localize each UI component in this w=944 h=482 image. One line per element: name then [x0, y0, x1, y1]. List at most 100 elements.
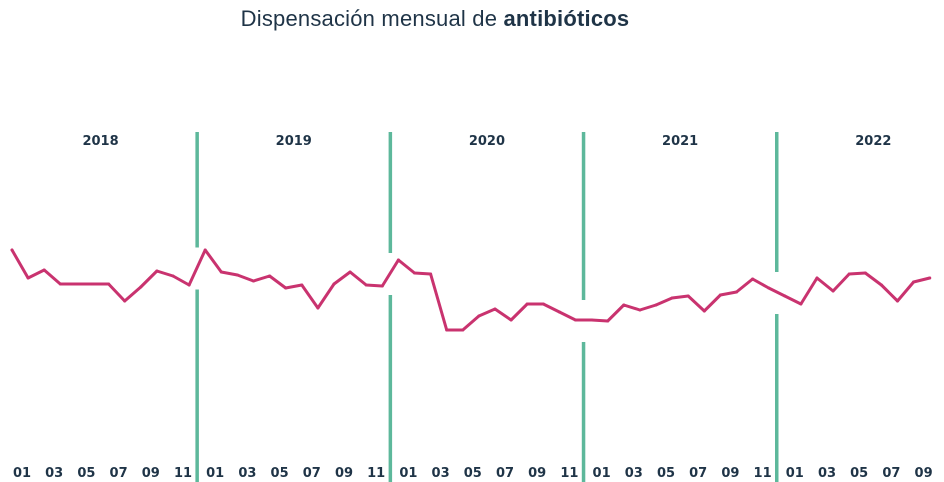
data-point: [203, 248, 207, 252]
data-point: [670, 296, 674, 300]
year-separators: [195, 132, 779, 482]
data-point: [686, 294, 690, 298]
x-tick-label: 03: [625, 466, 643, 481]
data-point: [252, 279, 255, 283]
x-tick-label: 07: [303, 466, 321, 481]
x-tick-label: 01: [206, 466, 224, 481]
data-point: [477, 314, 481, 318]
data-point: [718, 293, 722, 297]
data-point: [509, 318, 513, 322]
year-label-2018: 2018: [82, 134, 118, 149]
x-tick-label: 09: [915, 466, 933, 481]
data-point: [155, 269, 159, 273]
data-point: [364, 283, 368, 287]
x-tick-labels: 01 03 05 07 09 11 01 03 05 07 09 11 01 03 05 07 09 11 01 03…: [13, 466, 933, 481]
x-tick-label: 09: [142, 466, 160, 481]
data-point: [606, 319, 610, 323]
data-point: [91, 282, 94, 286]
x-tick-label: 03: [238, 466, 256, 481]
data-point: [590, 318, 594, 322]
data-point: [493, 307, 497, 311]
data-point: [123, 299, 127, 303]
x-tick-label: 05: [464, 466, 482, 481]
data-point: [928, 276, 932, 280]
year-label-2022: 2022: [855, 134, 891, 149]
chart-title-regular: Dispensación mensual de: [240, 6, 504, 31]
x-tick-label: 01: [786, 466, 804, 481]
data-point: [26, 276, 30, 280]
data-point: [783, 294, 787, 298]
x-tick-label: 09: [721, 466, 739, 481]
data-point: [702, 309, 706, 313]
data-point: [235, 273, 239, 277]
year-labels: 2018 2019 2020 2021 2022: [82, 134, 891, 149]
x-tick-label: 05: [850, 466, 868, 481]
x-tick-label: 11: [560, 466, 578, 481]
x-tick-label: 07: [496, 466, 514, 481]
data-point: [58, 282, 62, 286]
data-point: [171, 274, 175, 278]
x-tick-label: 09: [335, 466, 353, 481]
data-point: [187, 283, 191, 287]
data-points: [10, 248, 932, 332]
data-point: [300, 283, 304, 287]
data-point: [219, 270, 223, 274]
x-tick-label: 03: [818, 466, 836, 481]
data-point: [541, 302, 545, 306]
x-tick-label: 05: [271, 466, 289, 481]
data-point: [622, 303, 626, 307]
data-point: [638, 308, 642, 312]
data-point: [396, 258, 400, 262]
x-tick-label: 01: [399, 466, 417, 481]
x-tick-label: 03: [432, 466, 450, 481]
data-point: [799, 302, 803, 306]
data-point: [557, 310, 561, 314]
x-tick-label: 07: [882, 466, 900, 481]
x-tick-label: 07: [110, 466, 128, 481]
x-tick-label: 11: [367, 466, 385, 481]
data-point: [413, 271, 416, 275]
data-point: [912, 280, 916, 284]
year-label-2020: 2020: [469, 134, 505, 149]
data-point: [525, 302, 529, 306]
series-line: [10, 248, 932, 332]
data-point: [380, 284, 384, 288]
x-tick-label: 01: [593, 466, 611, 481]
chart-title-bold: antibióticos: [503, 6, 630, 31]
data-point: [139, 285, 143, 289]
data-point: [42, 268, 46, 272]
data-point: [574, 318, 577, 322]
x-tick-label: 05: [657, 466, 675, 481]
data-point: [429, 272, 433, 276]
data-point: [332, 282, 336, 286]
data-point: [348, 270, 352, 274]
x-tick-label: 01: [13, 466, 31, 481]
data-point: [74, 282, 78, 286]
data-point: [284, 286, 288, 290]
data-point: [268, 274, 272, 278]
x-tick-label: 09: [528, 466, 546, 481]
data-point: [10, 248, 14, 252]
x-tick-label: 11: [754, 466, 772, 481]
data-point: [847, 272, 851, 276]
x-tick-label: 07: [689, 466, 707, 481]
chart-title: Dispensación mensual de antibióticos: [0, 6, 870, 32]
data-point: [863, 271, 867, 275]
data-point: [751, 277, 755, 281]
data-point: [879, 283, 883, 287]
data-point: [735, 290, 738, 294]
data-point: [767, 286, 771, 290]
year-label-2019: 2019: [276, 134, 312, 149]
data-point: [831, 289, 835, 293]
data-point: [654, 303, 658, 307]
data-point: [316, 306, 320, 310]
x-tick-label: 11: [174, 466, 192, 481]
x-tick-label: 05: [77, 466, 95, 481]
year-label-2021: 2021: [662, 134, 698, 149]
x-tick-label: 03: [45, 466, 63, 481]
data-point: [896, 299, 899, 303]
data-point: [107, 282, 111, 286]
data-point: [461, 328, 465, 332]
data-point: [445, 328, 449, 332]
